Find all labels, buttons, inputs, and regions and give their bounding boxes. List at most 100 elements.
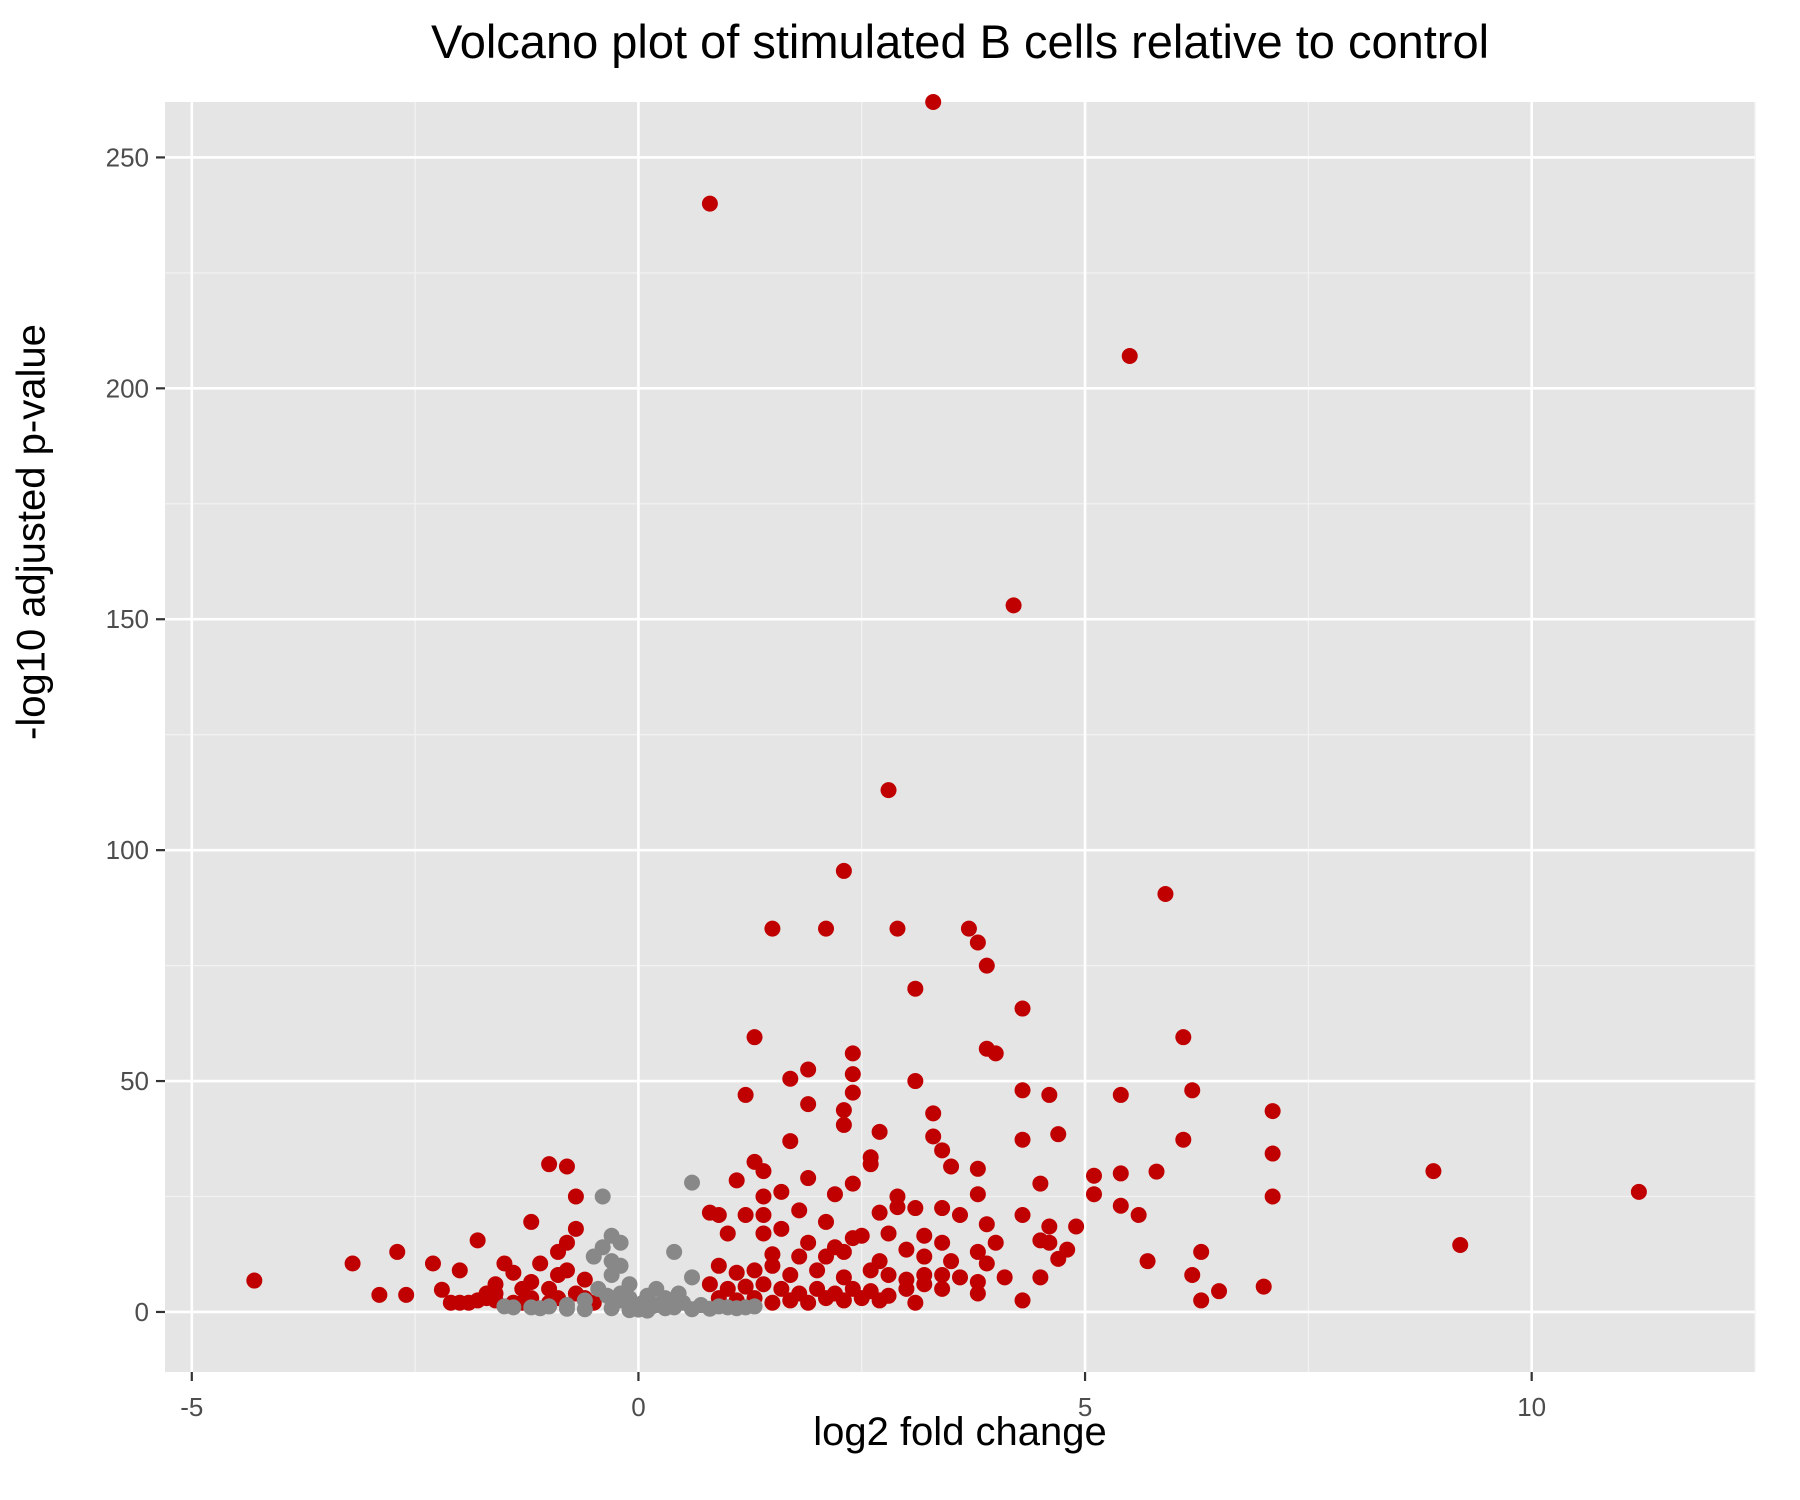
point-significant [1193,1243,1210,1260]
point-significant [952,1269,968,1286]
point-significant [934,1200,951,1217]
point-significant [1157,886,1174,903]
point-significant [960,920,977,937]
point-significant [710,1257,727,1274]
point-significant [719,1225,736,1242]
point-not-significant [728,1300,745,1317]
point-not-significant [643,1298,660,1315]
point-significant [987,1045,1004,1062]
point-significant [728,1172,745,1189]
point-significant [987,1234,1004,1251]
point-significant [398,1286,415,1303]
point-significant [746,1029,763,1046]
point-significant [1032,1175,1049,1192]
point-significant [907,1200,924,1217]
point-significant [567,1188,584,1205]
point-significant [755,1163,772,1180]
point-not-significant [684,1269,701,1286]
point-significant [1630,1183,1647,1200]
point-significant [791,1202,808,1219]
point-significant [925,94,942,110]
y-axis-label: -log10 adjusted p-value [9,324,54,740]
point-significant [1139,1253,1156,1270]
point-significant [746,1262,763,1279]
point-significant [576,1271,593,1288]
y-tick-label: 100 [106,835,149,865]
point-significant [523,1213,540,1230]
point-significant [969,1160,986,1177]
point-significant [853,1227,870,1244]
point-not-significant [599,1287,616,1304]
point-significant [558,1262,575,1279]
point-significant [701,195,718,212]
point-significant [969,1186,986,1203]
point-significant [1005,597,1022,614]
point-significant [541,1156,558,1173]
point-significant [764,1257,781,1274]
point-significant [764,1246,781,1263]
point-not-significant [603,1300,620,1317]
point-significant [835,1102,852,1119]
point-significant [567,1220,584,1237]
point-significant [1452,1237,1469,1253]
point-significant [1121,348,1138,364]
point-significant [1050,1250,1067,1267]
point-not-significant [666,1243,683,1260]
x-tick-label: 0 [631,1392,645,1422]
point-not-significant [621,1302,638,1319]
point-significant [764,1294,781,1311]
point-significant [1014,1292,1031,1309]
point-significant [1041,1086,1058,1103]
point-significant [844,1084,861,1101]
point-significant [916,1248,933,1265]
point-significant [755,1206,772,1223]
point-significant [934,1280,951,1297]
point-significant [433,1281,450,1298]
point-significant [844,1175,861,1192]
point-significant [1264,1145,1281,1162]
point-significant [701,1276,718,1293]
point-significant [826,1186,843,1203]
point-significant [871,1123,888,1140]
point-significant [800,1294,817,1311]
point-significant [371,1286,388,1303]
point-not-significant [576,1301,593,1318]
point-significant [344,1255,361,1272]
point-significant [800,1170,817,1187]
point-significant [889,1199,906,1216]
point-significant [969,1273,986,1290]
point-significant [844,1045,861,1062]
point-significant [451,1262,468,1279]
point-significant [844,1066,861,1083]
point-significant [782,1133,799,1150]
point-significant [889,920,906,937]
point-significant [773,1280,790,1297]
point-significant [1014,1082,1031,1099]
point-significant [880,1225,897,1242]
point-significant [916,1227,933,1244]
point-significant [934,1234,951,1251]
point-significant [835,1116,852,1133]
point-significant [1085,1167,1102,1184]
point-significant [558,1234,575,1251]
point-significant [880,782,897,799]
x-axis-label: log2 fold change [813,1410,1107,1454]
point-significant [782,1267,799,1284]
point-significant [898,1280,915,1297]
point-significant [1175,1131,1192,1148]
point-significant [424,1255,441,1272]
point-significant [755,1276,772,1293]
point-significant [442,1294,459,1311]
point-significant [1148,1163,1165,1180]
point-significant [1014,1131,1031,1148]
point-significant [907,980,924,997]
point-significant [1425,1163,1442,1180]
point-significant [1032,1269,1049,1286]
point-significant [853,1290,870,1307]
point-significant [835,1243,852,1260]
chart-title: Volcano plot of stimulated B cells relat… [430,15,1490,68]
point-significant [1041,1218,1058,1235]
point-significant [809,1262,826,1279]
point-significant [943,1158,960,1175]
point-significant [800,1234,817,1251]
